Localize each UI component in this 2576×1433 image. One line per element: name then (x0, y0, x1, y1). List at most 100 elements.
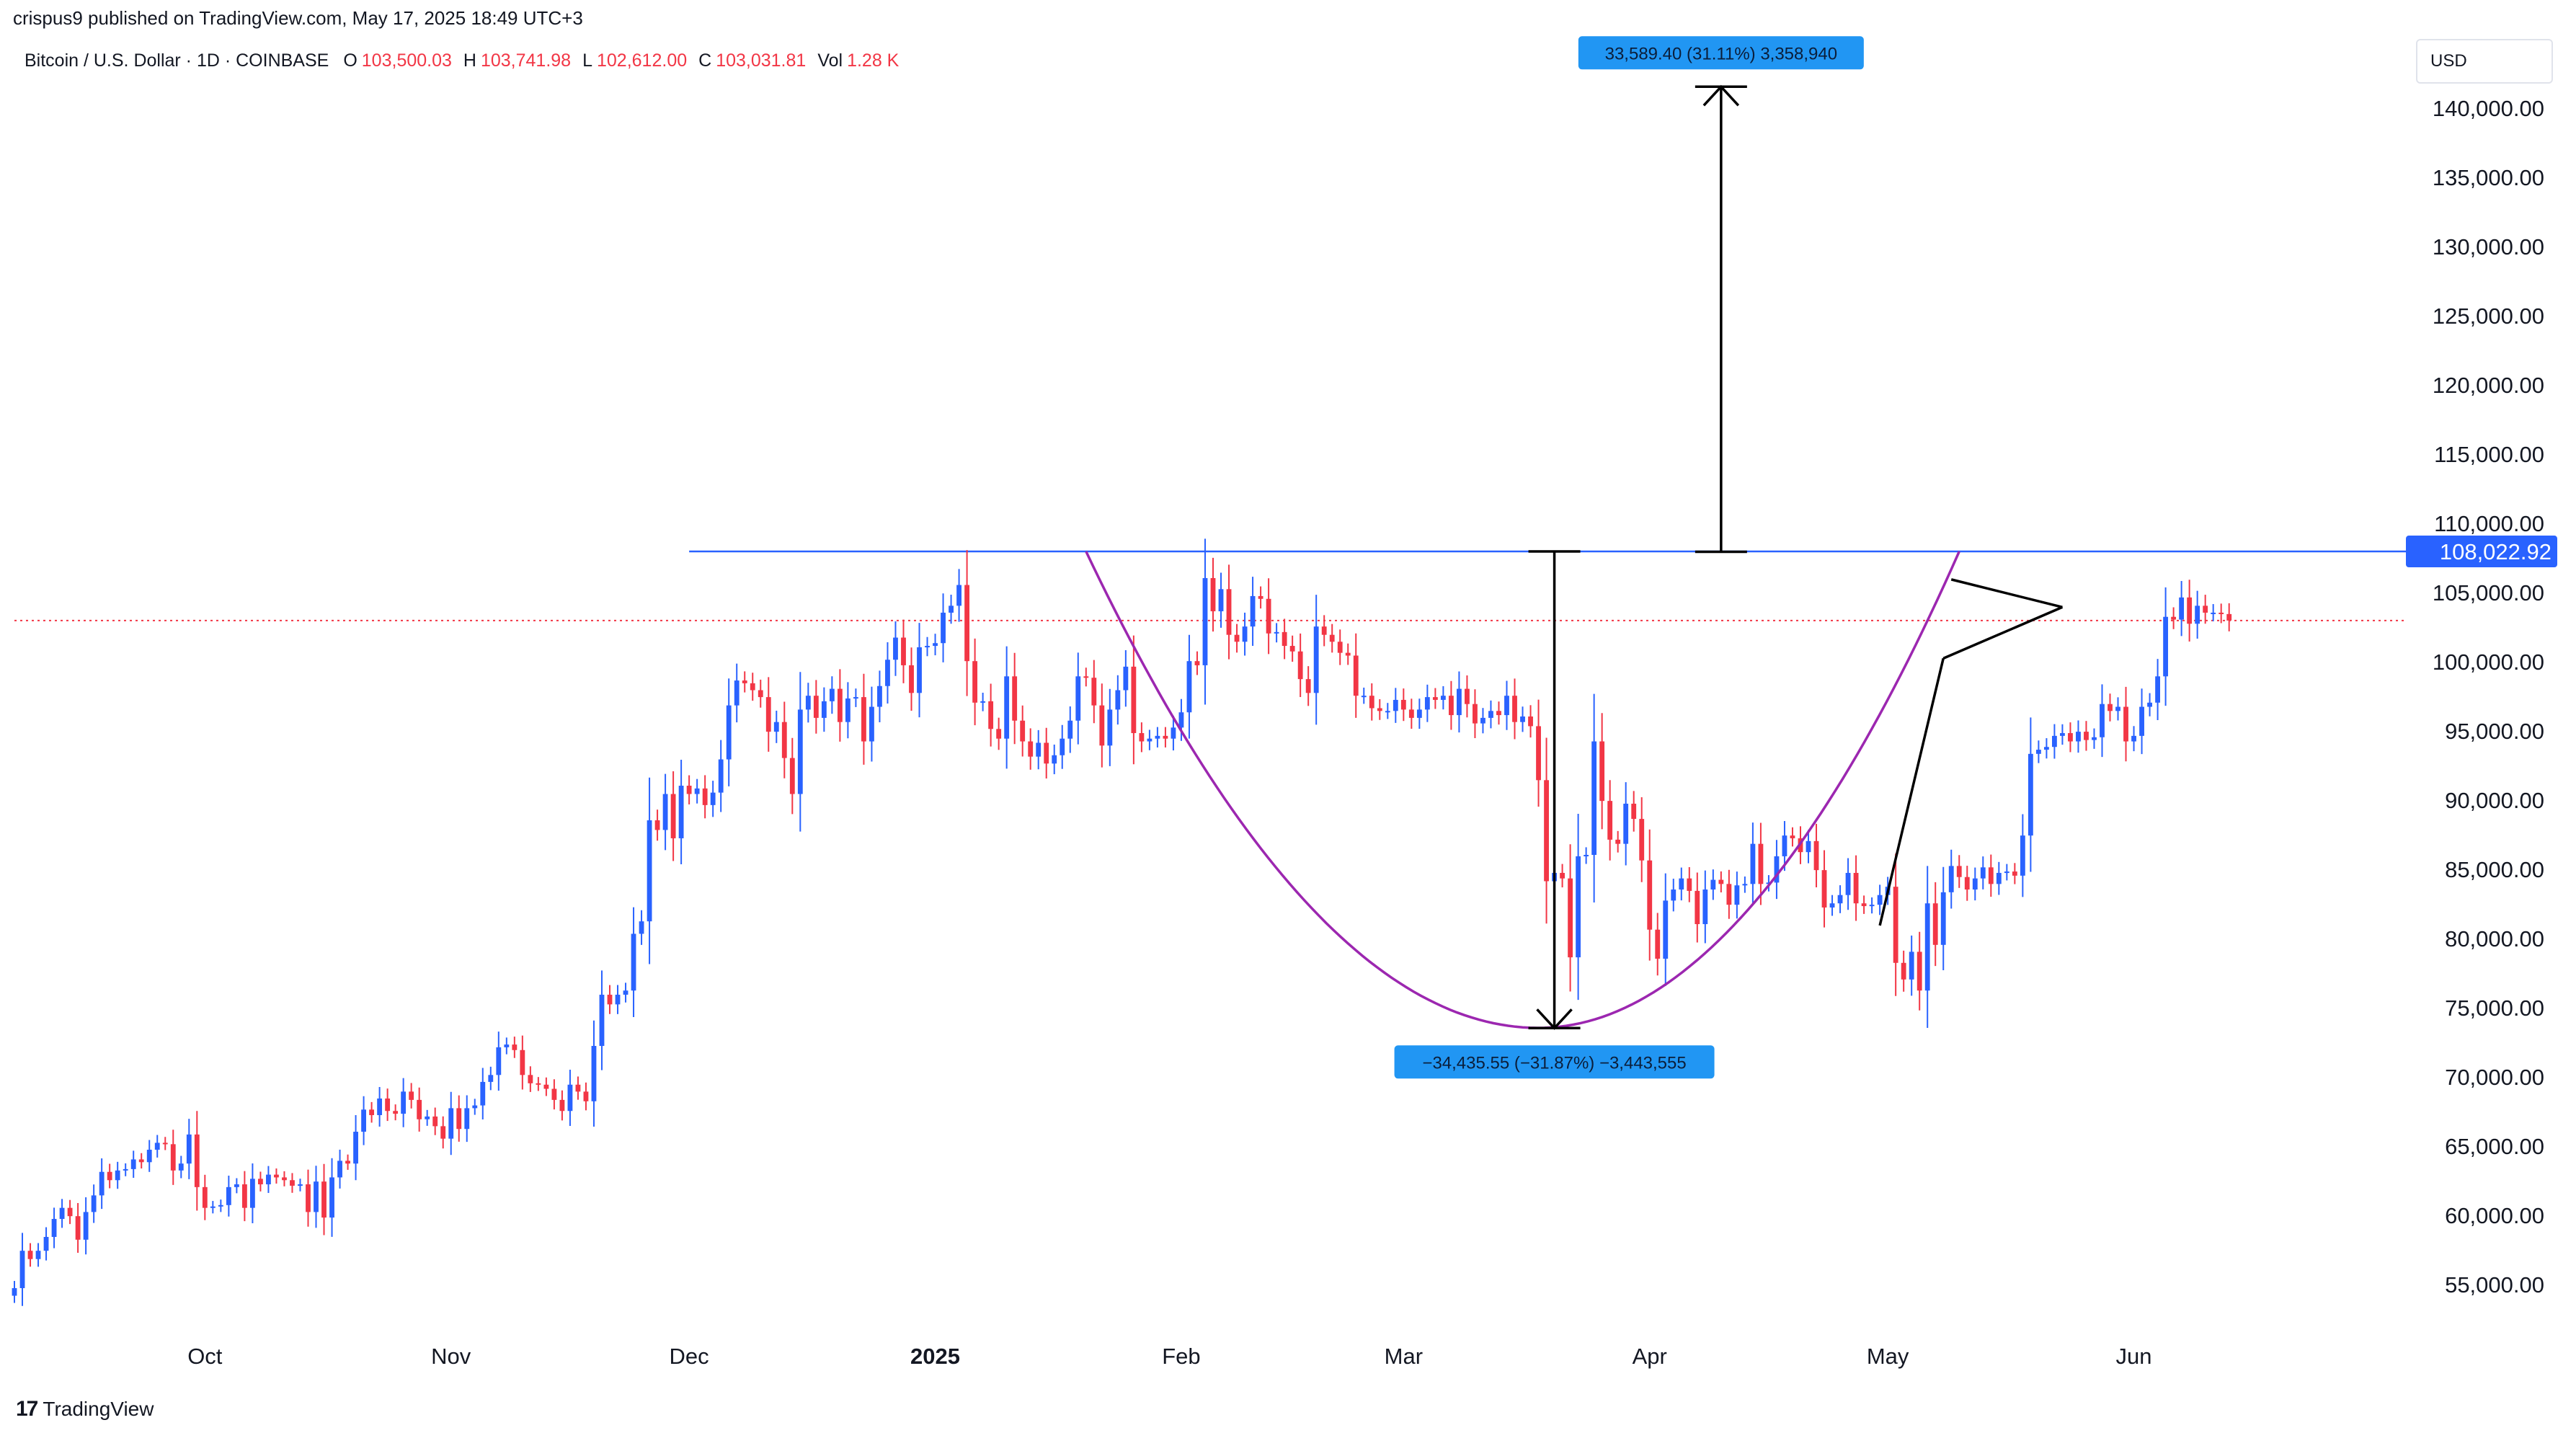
candle-body (765, 697, 771, 732)
measure-label-box (1394, 1045, 1715, 1079)
candle-body (1377, 708, 1382, 711)
candle-body (1853, 872, 1859, 904)
candle-body (789, 758, 795, 794)
y-tick-label: 60,000.00 (2445, 1203, 2544, 1228)
candle-body (1465, 688, 1470, 704)
candle-body (2195, 605, 2200, 624)
symbol-name[interactable]: Bitcoin / U.S. Dollar · 1D · COINBASE (25, 50, 329, 71)
candle-body (670, 794, 676, 838)
candle-body (1186, 661, 1192, 713)
candle-body (2052, 735, 2057, 747)
candle-body (1234, 634, 1240, 642)
candle-body (702, 788, 708, 805)
low-value: 102,612.00 (597, 50, 688, 71)
candle-body (988, 701, 994, 729)
candle-body (2092, 737, 2097, 740)
candle-body (2147, 702, 2152, 707)
candle-body (377, 1098, 383, 1116)
candle-body (1631, 803, 1637, 820)
candle-body (1178, 712, 1184, 728)
candle-body (1408, 709, 1414, 718)
resistance-line-group: 108,022.92 (689, 536, 2557, 568)
candle-body (337, 1161, 342, 1178)
candle-body (1702, 889, 1708, 925)
candle-body (1758, 843, 1764, 884)
candle-body (1075, 676, 1081, 721)
candle-body (1337, 642, 1343, 653)
candle-body (298, 1184, 303, 1186)
candle-body (1790, 835, 1795, 838)
candle-body (2115, 706, 2120, 711)
candle-body (956, 585, 961, 606)
candle-body (710, 792, 716, 805)
candle-body (528, 1075, 533, 1083)
measure-label-text: −34,435.55 (−31.87%) −3,443,555 (1422, 1053, 1686, 1073)
candle-body (2203, 605, 2208, 613)
candle-body (750, 683, 755, 691)
candle-body (107, 1171, 112, 1181)
candle-body (2004, 871, 2009, 874)
candle-body (726, 705, 732, 760)
candle-body (234, 1184, 239, 1187)
candle-body (19, 1251, 25, 1289)
candle-body (83, 1212, 89, 1240)
candle-body (1282, 631, 1287, 647)
candle-body (1845, 872, 1851, 895)
candle-body (314, 1181, 319, 1212)
candle-body (2028, 753, 2033, 836)
y-tick-label: 65,000.00 (2445, 1134, 2544, 1159)
candle-body (575, 1084, 581, 1092)
candle-body (282, 1177, 287, 1181)
candle-body (1988, 867, 1994, 884)
candle-body (472, 1105, 478, 1109)
y-tick-label: 85,000.00 (2445, 857, 2544, 882)
candle-body (972, 661, 978, 703)
candle-body (2012, 871, 2017, 876)
candle-body (1560, 872, 1565, 879)
candle-body (329, 1177, 334, 1218)
candle-body (1932, 903, 1938, 945)
x-tick-label: Dec (670, 1344, 709, 1369)
candle-body (1210, 577, 1216, 612)
candle-body (202, 1186, 208, 1208)
candle-body (2219, 612, 2224, 614)
measure-arrow-head (1702, 84, 1740, 107)
brand-label: TradingView (43, 1398, 154, 1420)
candle-body (1424, 697, 1430, 710)
candle-body (2060, 733, 2065, 736)
candle-body (1901, 962, 1906, 980)
candle-body (2035, 750, 2041, 754)
candle-body (1512, 696, 1517, 722)
currency-selector[interactable]: USD (2416, 39, 2553, 84)
candle-body (583, 1091, 589, 1101)
candle-body (1028, 741, 1034, 757)
candle-body (837, 688, 843, 722)
candle-body (742, 680, 747, 683)
candle-body (1742, 884, 1748, 886)
candle-body (1655, 929, 1661, 959)
candle-body (1258, 595, 1263, 599)
y-tick-label: 105,000.00 (2433, 580, 2544, 605)
candles (12, 538, 2232, 1306)
candle-body (1766, 882, 1772, 884)
candle-body (1250, 595, 1256, 627)
x-tick-label: Feb (1162, 1344, 1200, 1369)
candle-body (1591, 741, 1597, 856)
candle-body (241, 1184, 247, 1208)
currency-label: USD (2430, 51, 2467, 71)
candle-body (861, 697, 866, 742)
candle-body (1353, 655, 1359, 696)
candle-body (1393, 699, 1398, 711)
candle-body (1289, 646, 1295, 652)
candle-body (2179, 597, 2185, 620)
candle-body (1806, 840, 1811, 853)
candle-body (1440, 696, 1446, 700)
candle-body (1695, 890, 1700, 925)
candle-body (1782, 835, 1787, 856)
candle-body (218, 1204, 223, 1207)
candle-body (2171, 616, 2177, 620)
candle-body (1996, 872, 2002, 884)
candle-body (543, 1084, 549, 1089)
